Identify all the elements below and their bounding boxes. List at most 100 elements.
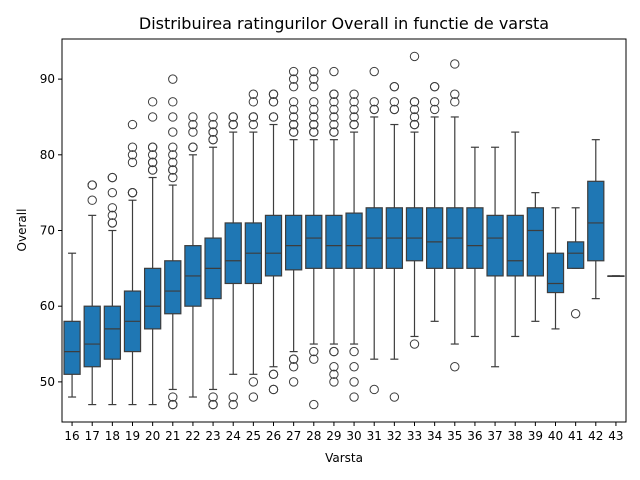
outlier-point bbox=[107, 218, 118, 228]
box-group-age-17 bbox=[83, 180, 101, 406]
outlier-point bbox=[107, 210, 118, 221]
outlier-point bbox=[147, 165, 158, 175]
box-group-age-34 bbox=[425, 81, 444, 322]
outlier-point bbox=[288, 119, 299, 130]
box-group-age-35 bbox=[446, 59, 464, 372]
outlier-point bbox=[288, 81, 299, 92]
outlier-point bbox=[389, 104, 400, 115]
outlier-point bbox=[369, 104, 379, 115]
outlier-point bbox=[288, 104, 299, 115]
outlier-point bbox=[349, 392, 359, 402]
outlier-point bbox=[248, 119, 259, 130]
outlier-point bbox=[369, 66, 379, 77]
outlier-point bbox=[329, 119, 339, 130]
box-group-age-40 bbox=[546, 207, 565, 330]
outlier-point bbox=[309, 74, 319, 84]
outlier-point bbox=[268, 369, 279, 380]
box-iqr bbox=[345, 212, 363, 269]
plot-area bbox=[63, 51, 625, 410]
outlier-point bbox=[107, 172, 118, 183]
outlier-point bbox=[349, 104, 359, 115]
outlier-point bbox=[450, 89, 460, 99]
outlier-point bbox=[188, 142, 198, 152]
outlier-point bbox=[309, 354, 319, 364]
outlier-point bbox=[329, 66, 339, 77]
outlier-point bbox=[288, 66, 299, 77]
outlier-point bbox=[188, 112, 198, 122]
outlier-point bbox=[329, 369, 339, 380]
outlier-point bbox=[450, 59, 460, 69]
outlier-point bbox=[570, 309, 581, 319]
y-tick-label: 70 bbox=[40, 224, 55, 238]
outlier-point bbox=[309, 81, 319, 92]
box-group-age-18 bbox=[103, 172, 122, 406]
outlier-point bbox=[329, 97, 339, 107]
outlier-point bbox=[329, 346, 339, 357]
outlier-point bbox=[188, 119, 198, 130]
box-iqr bbox=[164, 260, 182, 315]
box-group-age-33 bbox=[405, 51, 424, 349]
x-tick-label: 23 bbox=[205, 429, 220, 443]
outlier-point bbox=[208, 112, 218, 122]
outlier-point bbox=[329, 104, 339, 115]
box-iqr bbox=[587, 180, 605, 262]
box-group-age-43 bbox=[607, 275, 625, 278]
outlier-point bbox=[309, 66, 319, 77]
box-group-age-28 bbox=[305, 66, 323, 410]
outlier-point bbox=[248, 377, 259, 387]
x-tick-label: 25 bbox=[246, 429, 261, 443]
x-tick-label: 40 bbox=[548, 429, 563, 443]
outlier-point bbox=[349, 346, 359, 357]
outlier-point bbox=[309, 119, 319, 130]
box-iqr bbox=[63, 320, 81, 375]
outlier-point bbox=[288, 377, 299, 387]
x-tick-label: 38 bbox=[508, 429, 523, 443]
outlier-point bbox=[309, 112, 319, 122]
x-tick-label: 18 bbox=[105, 429, 120, 443]
outlier-point bbox=[268, 89, 279, 99]
x-tick-label: 17 bbox=[85, 429, 100, 443]
x-tick-label: 39 bbox=[528, 429, 543, 443]
box-group-age-27 bbox=[284, 66, 303, 387]
chart-title: Distribuirea ratingurilor Overall in fun… bbox=[139, 14, 549, 33]
outlier-point bbox=[168, 142, 178, 152]
box-group-age-39 bbox=[526, 192, 545, 322]
outlier-point bbox=[127, 119, 138, 130]
x-tick-label: 36 bbox=[467, 429, 482, 443]
outlier-point bbox=[349, 89, 359, 99]
outlier-point bbox=[268, 112, 279, 122]
outlier-point bbox=[87, 180, 97, 190]
outlier-point bbox=[309, 97, 319, 107]
box-group-age-42 bbox=[587, 139, 605, 300]
box-group-age-36 bbox=[466, 146, 484, 338]
outlier-point bbox=[329, 112, 339, 122]
axes: 50 60 70 80 90 16 17 18 19 20 21 22 23 24 25 26 27 28 29 30… bbox=[40, 38, 627, 443]
box-iqr bbox=[305, 214, 323, 269]
box-iqr bbox=[103, 305, 122, 360]
box-iqr bbox=[83, 305, 101, 368]
box-group-age-31 bbox=[365, 66, 383, 395]
x-tick-label: 21 bbox=[165, 429, 180, 443]
outlier-point bbox=[168, 97, 178, 107]
outlier-point bbox=[228, 392, 238, 402]
outlier-point bbox=[188, 127, 198, 137]
y-tick-label: 90 bbox=[40, 72, 55, 86]
outlier-point bbox=[288, 127, 299, 137]
outlier-point bbox=[168, 127, 178, 137]
x-tick-label: 32 bbox=[387, 429, 402, 443]
box-group-age-20 bbox=[143, 97, 162, 406]
outlier-point bbox=[228, 119, 238, 130]
y-axis-label: Overall bbox=[15, 209, 29, 252]
outlier-point bbox=[429, 104, 440, 115]
outlier-point bbox=[147, 142, 158, 152]
box-iqr bbox=[284, 214, 303, 271]
outlier-point bbox=[409, 119, 420, 130]
outlier-point bbox=[288, 74, 299, 84]
x-tick-label: 42 bbox=[588, 429, 603, 443]
outlier-point bbox=[369, 97, 379, 107]
outlier-point bbox=[168, 150, 178, 160]
box-group-age-38 bbox=[506, 131, 524, 338]
outlier-point bbox=[208, 392, 218, 402]
outlier-point bbox=[268, 384, 279, 395]
